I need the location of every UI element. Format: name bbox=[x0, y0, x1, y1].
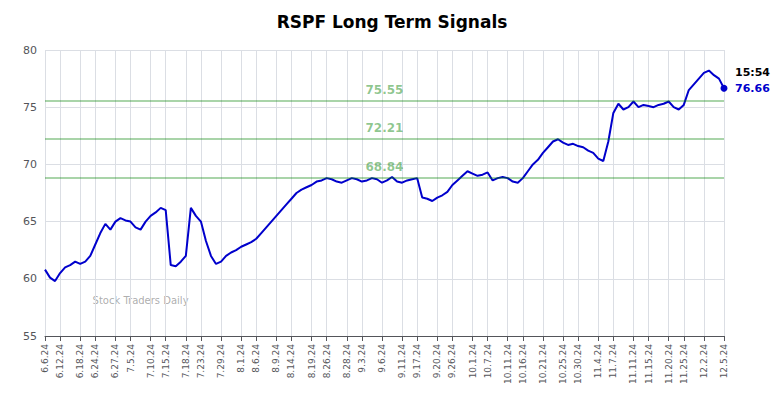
svg-text:75.55: 75.55 bbox=[366, 83, 404, 97]
svg-text:6.27.24: 6.27.24 bbox=[110, 344, 120, 379]
svg-text:9.6.24: 9.6.24 bbox=[377, 344, 387, 373]
svg-text:70: 70 bbox=[23, 158, 37, 171]
svg-text:6.12.24: 6.12.24 bbox=[55, 344, 65, 379]
svg-text:12.2.24: 12.2.24 bbox=[699, 344, 709, 379]
svg-text:15:54: 15:54 bbox=[735, 66, 770, 79]
svg-text:9.3.24: 9.3.24 bbox=[357, 344, 367, 373]
svg-text:72.21: 72.21 bbox=[366, 121, 404, 135]
svg-text:7.18.24: 7.18.24 bbox=[181, 344, 191, 379]
svg-text:11.4.24: 11.4.24 bbox=[593, 344, 603, 379]
svg-text:65: 65 bbox=[23, 215, 37, 228]
svg-text:80: 80 bbox=[23, 44, 37, 57]
svg-text:10.21.24: 10.21.24 bbox=[538, 344, 548, 384]
svg-text:7.5.24: 7.5.24 bbox=[126, 344, 136, 373]
svg-text:11.11.24: 11.11.24 bbox=[628, 344, 638, 384]
svg-text:7.23.24: 7.23.24 bbox=[196, 344, 206, 379]
svg-text:11.20.24: 11.20.24 bbox=[664, 344, 674, 384]
svg-text:10.25.24: 10.25.24 bbox=[558, 344, 568, 384]
svg-text:6.18.24: 6.18.24 bbox=[75, 344, 85, 379]
svg-text:10.1.24: 10.1.24 bbox=[468, 344, 478, 379]
svg-text:9.11.24: 9.11.24 bbox=[397, 344, 407, 379]
svg-text:8.1.24: 8.1.24 bbox=[236, 344, 246, 373]
svg-text:Stock Traders Daily: Stock Traders Daily bbox=[93, 295, 189, 306]
svg-text:8.9.24: 8.9.24 bbox=[271, 344, 281, 373]
svg-text:9.26.24: 9.26.24 bbox=[447, 344, 457, 379]
svg-text:11.7.24: 11.7.24 bbox=[608, 344, 618, 379]
svg-text:55: 55 bbox=[23, 330, 37, 343]
svg-text:11.15.24: 11.15.24 bbox=[644, 344, 654, 384]
svg-text:10.11.24: 10.11.24 bbox=[503, 344, 513, 384]
svg-text:6.24.24: 6.24.24 bbox=[90, 344, 100, 379]
svg-text:75: 75 bbox=[23, 101, 37, 114]
svg-text:8.14.24: 8.14.24 bbox=[286, 344, 296, 379]
svg-text:10.7.24: 10.7.24 bbox=[483, 344, 493, 379]
svg-text:7.29.24: 7.29.24 bbox=[216, 344, 226, 379]
svg-text:68.84: 68.84 bbox=[366, 160, 404, 174]
svg-text:10.30.24: 10.30.24 bbox=[573, 344, 583, 384]
svg-text:10.16.24: 10.16.24 bbox=[518, 344, 528, 384]
svg-text:8.19.24: 8.19.24 bbox=[307, 344, 317, 379]
svg-text:9.20.24: 9.20.24 bbox=[432, 344, 442, 379]
svg-text:8.26.24: 8.26.24 bbox=[322, 344, 332, 379]
svg-text:11.25.24: 11.25.24 bbox=[679, 344, 689, 384]
svg-text:RSPF Long Term Signals: RSPF Long Term Signals bbox=[277, 12, 508, 32]
svg-text:7.15.24: 7.15.24 bbox=[161, 344, 171, 379]
svg-text:8.6.24: 8.6.24 bbox=[251, 344, 261, 373]
svg-text:9.17.24: 9.17.24 bbox=[412, 344, 422, 379]
svg-text:7.10.24: 7.10.24 bbox=[146, 344, 156, 379]
svg-text:60: 60 bbox=[23, 272, 37, 285]
svg-text:8.28.24: 8.28.24 bbox=[342, 344, 352, 379]
svg-text:76.66: 76.66 bbox=[735, 82, 770, 95]
svg-text:12.5.24: 12.5.24 bbox=[719, 344, 729, 379]
svg-text:6.6.24: 6.6.24 bbox=[40, 344, 50, 373]
